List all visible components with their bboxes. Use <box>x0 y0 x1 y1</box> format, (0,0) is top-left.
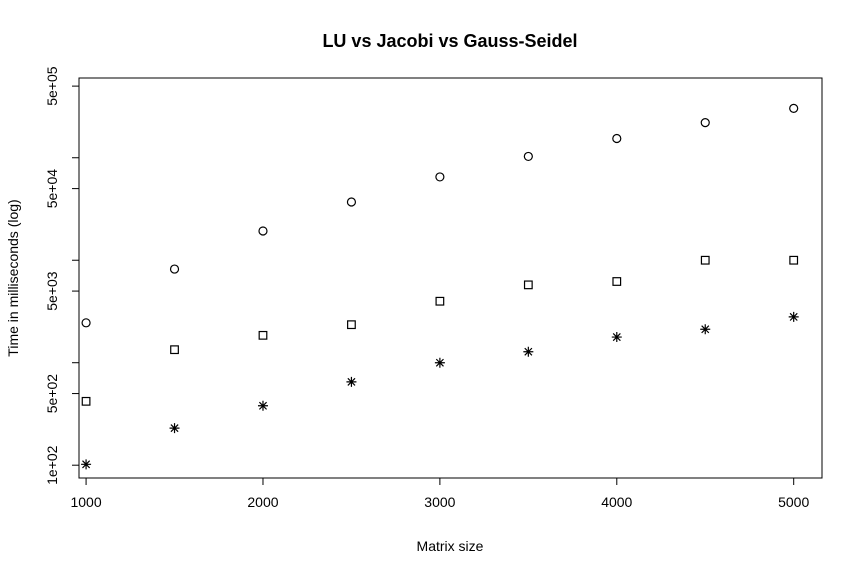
y-axis-label: Time in milliseconds (log) <box>5 199 21 356</box>
y-tick-label: 5e+05 <box>44 66 60 106</box>
series-asterisk <box>81 311 799 470</box>
data-points <box>81 103 799 470</box>
data-point-asterisk <box>257 400 268 411</box>
x-tick-label: 1000 <box>70 494 101 510</box>
data-point-square <box>435 296 445 306</box>
data-point-square <box>81 396 91 406</box>
data-point-square <box>347 320 356 330</box>
data-point-circle <box>523 151 533 162</box>
data-point-circle <box>81 318 91 328</box>
data-point-asterisk <box>523 346 534 357</box>
series-square <box>81 255 799 406</box>
x-tick-label: 3000 <box>424 494 455 510</box>
data-point-square <box>700 255 710 265</box>
data-point-asterisk <box>169 423 180 434</box>
data-point-square <box>523 280 533 290</box>
y-tick-label: 5e+03 <box>44 271 60 311</box>
data-point-square <box>612 277 622 286</box>
data-point-circle <box>346 197 357 207</box>
series-circle <box>81 103 799 328</box>
x-tick-label: 4000 <box>601 494 632 510</box>
data-point-square <box>789 255 799 265</box>
data-point-asterisk <box>788 311 799 322</box>
data-point-square <box>170 345 179 355</box>
plot-area <box>78 77 823 479</box>
data-point-circle <box>258 226 268 236</box>
y-tick-label: 1e+02 <box>44 445 60 485</box>
data-point-asterisk <box>434 357 445 368</box>
data-point-circle <box>612 133 622 144</box>
data-point-asterisk <box>81 459 92 470</box>
chart-title: LU vs Jacobi vs Gauss-Seidel <box>322 31 577 51</box>
data-point-asterisk <box>700 324 711 335</box>
x-axis: 1000 2000 3000 4000 5000 <box>70 478 809 510</box>
x-tick-label: 5000 <box>778 494 809 510</box>
data-point-circle <box>789 103 799 114</box>
y-tick-label: 5e+02 <box>44 374 60 414</box>
data-point-square <box>258 330 268 340</box>
x-tick-label: 2000 <box>247 494 278 510</box>
data-point-circle <box>435 172 445 182</box>
y-axis: 1e+02 5e+02 5e+03 5e+04 5e+05 <box>44 66 79 485</box>
data-point-circle <box>169 264 180 274</box>
data-point-asterisk <box>611 332 622 343</box>
data-point-asterisk <box>346 376 357 387</box>
y-tick-label: 5e+04 <box>44 169 60 209</box>
data-point-circle <box>700 118 710 128</box>
x-axis-label: Matrix size <box>417 538 484 554</box>
